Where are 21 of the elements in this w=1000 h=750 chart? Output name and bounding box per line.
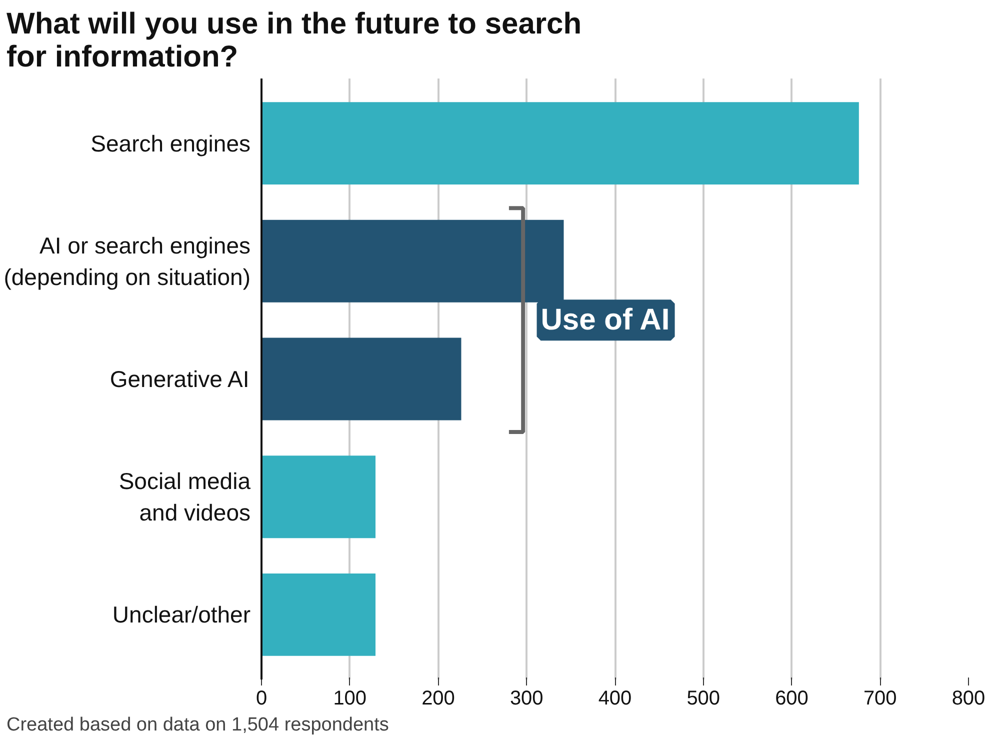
y-tick-label: Social media and videos	[118, 468, 251, 526]
y-tick-label: Search engines	[90, 130, 251, 156]
bar	[262, 102, 859, 185]
x-tick-label: 100	[333, 688, 367, 710]
y-tick-label: Generative AI	[110, 366, 250, 392]
bar	[262, 338, 462, 420]
y-tick-label: Unclear/other	[112, 602, 251, 628]
bar	[262, 573, 376, 656]
annotation: Use of AI	[540, 304, 670, 337]
x-tick-label: 0	[256, 688, 268, 710]
x-tick-label: 800	[952, 688, 986, 710]
bar	[262, 456, 376, 538]
x-tick-label: 700	[863, 688, 897, 710]
x-tick-label: 400	[598, 688, 632, 710]
text: Created based on data on 1,504 respondents	[6, 714, 389, 736]
x-tick-label: 300	[510, 688, 544, 710]
x-tick-label: 600	[775, 688, 808, 710]
x-tick-label: 500	[686, 688, 720, 710]
y-tick-label: AI or search engines (depending on situation)	[4, 232, 251, 290]
x-tick-label: 200	[422, 688, 455, 710]
chart-title: What will you use in the future to search for information?	[6, 8, 582, 74]
